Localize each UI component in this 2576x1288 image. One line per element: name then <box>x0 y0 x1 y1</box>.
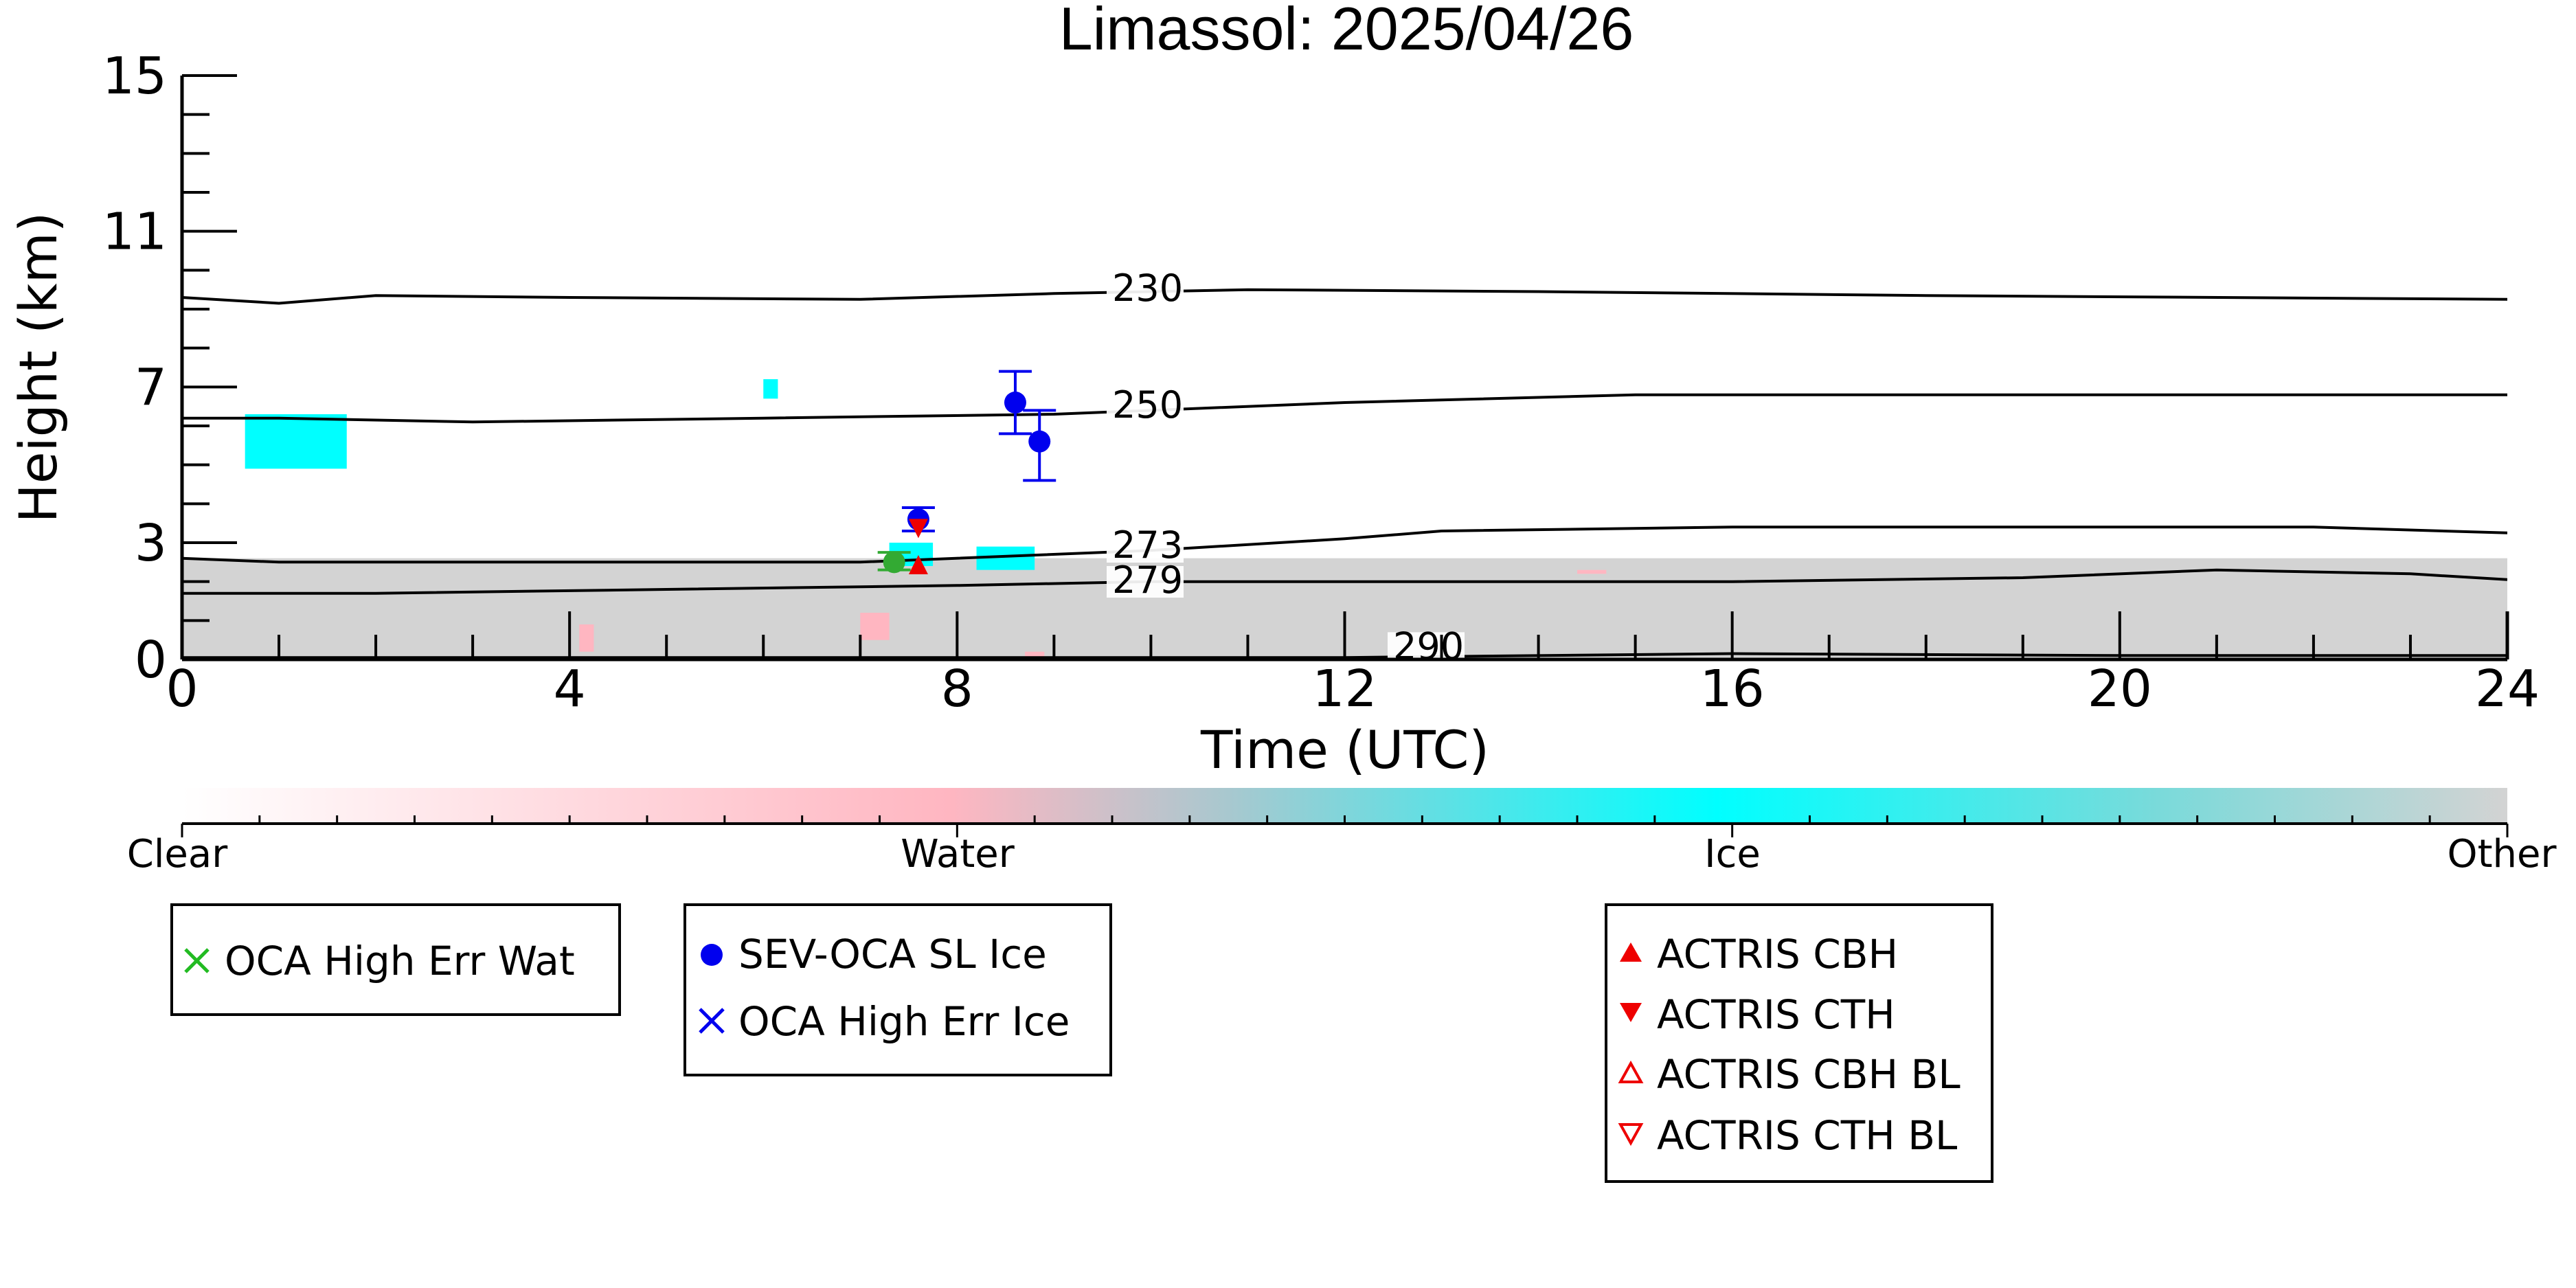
water-class-patch <box>1025 651 1045 659</box>
x-axis-label: Time (UTC) <box>1200 719 1489 780</box>
y-axis-label: Height (km) <box>8 212 69 523</box>
x-tick-label: 24 <box>2475 659 2540 719</box>
contour-label-bg <box>1107 391 1184 422</box>
contour-label-bg <box>1107 566 1184 598</box>
observation-markers <box>877 370 1057 574</box>
temperature-contour-line <box>182 526 2507 564</box>
x-tick-label: 4 <box>554 659 586 719</box>
data-point-circle <box>1028 430 1051 453</box>
y-tick-label: 11 <box>102 203 167 262</box>
legend-marker-triangle-up <box>1620 942 1642 962</box>
legend-marker-triangle-down-open <box>1618 1123 1644 1146</box>
legend-entry-label: ACTRIS CTH <box>1657 991 1895 1038</box>
temperature-contour-line <box>182 393 2507 424</box>
x-tick-label: 20 <box>2088 659 2152 719</box>
colorbar-label-other: Other <box>2447 832 2557 877</box>
legend-box <box>170 903 621 1016</box>
temperature-contour-line <box>182 288 2507 305</box>
legend-box <box>1605 903 1993 1183</box>
contour-label: 273 <box>1112 523 1183 567</box>
x-tick-label: 12 <box>1312 659 1377 719</box>
legend-marker-x-green <box>184 948 210 973</box>
colorbar-label-water: Water <box>901 832 1015 877</box>
contour-label: 230 <box>1112 267 1183 310</box>
legend-sev-oca: SEV-OCA SL Ice OCA High Err Ice <box>683 903 1112 1076</box>
legend-entry-label: OCA High Err Ice <box>738 998 1070 1045</box>
legend-entry-label: OCA High Err Wat <box>225 938 575 984</box>
contour-label-bg <box>1107 531 1184 563</box>
ice-class-patch <box>763 379 778 399</box>
axes: 0 3 7 11 15 0 4 8 12 16 20 24 <box>102 47 2540 719</box>
temperature-contour-line <box>182 568 2507 595</box>
colorbar-ticks <box>181 815 2509 837</box>
data-point-triangle-up <box>908 555 928 574</box>
data-point-circle <box>883 551 905 574</box>
data-point-circle <box>1004 392 1026 414</box>
contour-label: 279 <box>1112 558 1183 602</box>
contour-label: 290 <box>1393 624 1464 668</box>
colorbar: Clear Water Ice Other <box>127 788 2557 877</box>
x-tick-label: 16 <box>1700 659 1765 719</box>
water-class-patch <box>579 624 594 652</box>
legend-entry-label: ACTRIS CBH BL <box>1657 1051 1961 1098</box>
legend-box <box>683 903 1112 1076</box>
legend-entry-label: ACTRIS CBH <box>1657 931 1898 978</box>
legend-actris: ACTRIS CBH ACTRIS CTH ACTRIS CBH BL ACTR… <box>1605 903 1993 1183</box>
plot-area <box>182 288 2507 659</box>
contour-label-bg <box>1107 274 1184 306</box>
y-tick-label: 15 <box>102 47 167 106</box>
y-tick-label: 0 <box>135 631 167 690</box>
legend-entry-label: SEV-OCA SL Ice <box>738 931 1047 978</box>
legend-marker-triangle-down <box>1620 1003 1642 1022</box>
data-point-triangle-down <box>908 519 928 539</box>
ice-class-patch <box>245 414 347 469</box>
water-class-patch <box>1577 569 1607 574</box>
x-tick-label: 8 <box>941 659 973 719</box>
y-tick-label: 7 <box>135 358 167 417</box>
legend-marker-circle-blue <box>701 944 723 966</box>
x-tick-label: 0 <box>166 659 198 719</box>
legend-entry-label: ACTRIS CTH BL <box>1657 1112 1957 1159</box>
y-tick-label: 3 <box>135 514 167 573</box>
colorbar-label-clear: Clear <box>127 832 228 877</box>
chart-title: Limassol: 2025/04/26 <box>1059 0 1634 63</box>
legend-marker-x-blue <box>699 1008 725 1034</box>
water-class-patch <box>860 613 890 640</box>
legend-marker-triangle-up-open <box>1618 1060 1644 1083</box>
contour-label: 250 <box>1112 383 1183 427</box>
legend-oca-water: OCA High Err Wat <box>170 903 621 1016</box>
colorbar-label-ice: Ice <box>1704 832 1761 877</box>
